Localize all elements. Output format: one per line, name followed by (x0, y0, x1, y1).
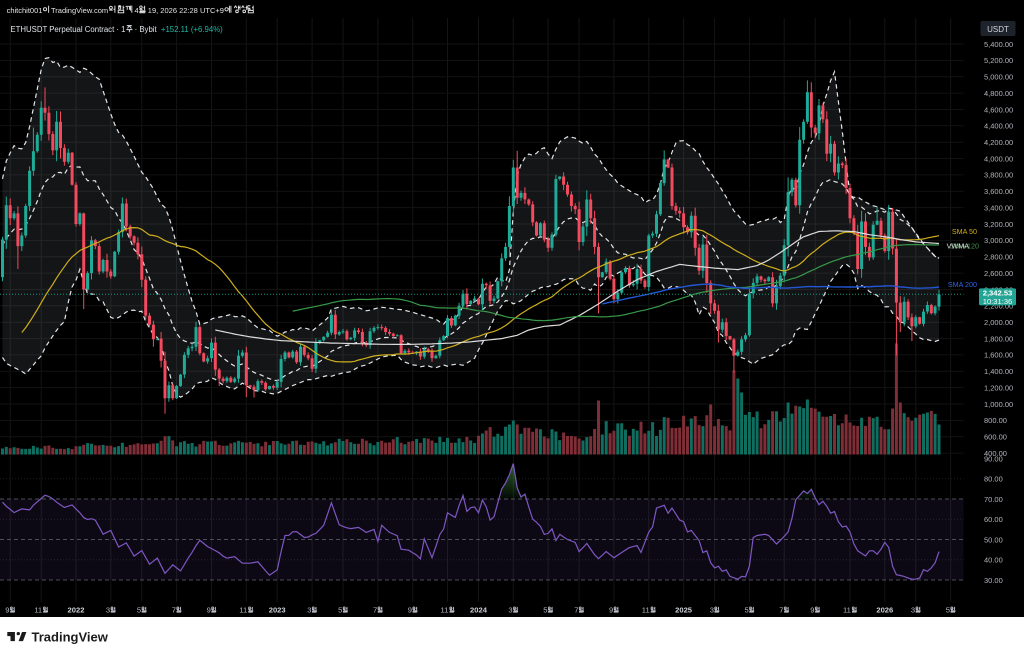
svg-text:7: 7 (172, 605, 176, 614)
svg-text:3: 3 (307, 605, 311, 614)
svg-text:SMA 50: SMA 50 (952, 227, 977, 236)
svg-text:4,400.00: 4,400.00 (984, 122, 1013, 131)
svg-text:2,800.00: 2,800.00 (984, 253, 1013, 262)
svg-text:30.00: 30.00 (984, 576, 1003, 585)
svg-text:9: 9 (609, 605, 613, 614)
svg-text:11: 11 (843, 605, 851, 614)
svg-text:11: 11 (441, 605, 449, 614)
svg-text:4,200.00: 4,200.00 (984, 138, 1013, 147)
svg-text:9: 9 (207, 605, 211, 614)
svg-text:5: 5 (137, 605, 141, 614)
svg-text:5,000.00: 5,000.00 (984, 73, 1013, 82)
svg-text:90.00: 90.00 (984, 454, 1003, 463)
svg-text:2022: 2022 (68, 605, 85, 614)
svg-text:7: 7 (574, 605, 578, 614)
svg-text:80.00: 80.00 (984, 475, 1003, 484)
svg-text:9: 9 (810, 605, 814, 614)
svg-text:2,200.00: 2,200.00 (984, 302, 1013, 311)
svg-text:11: 11 (239, 605, 247, 614)
svg-text:3: 3 (911, 605, 915, 614)
svg-text:40.00: 40.00 (984, 556, 1003, 565)
svg-text:11: 11 (642, 605, 650, 614)
svg-text:5: 5 (338, 605, 342, 614)
svg-text:2026: 2026 (876, 605, 893, 614)
svg-text:SMA 200: SMA 200 (948, 280, 977, 289)
svg-text:3,800.00: 3,800.00 (984, 171, 1013, 180)
svg-text:2,000.00: 2,000.00 (984, 318, 1013, 327)
svg-text:· Bybit: · Bybit (135, 25, 158, 34)
svg-text:5,400.00: 5,400.00 (984, 40, 1013, 49)
svg-text:50.00: 50.00 (984, 535, 1003, 544)
svg-text:9: 9 (408, 605, 412, 614)
svg-text:800.00: 800.00 (984, 416, 1007, 425)
svg-text:1,800.00: 1,800.00 (984, 334, 1013, 343)
svg-text:3,000.00: 3,000.00 (984, 236, 1013, 245)
svg-text:5: 5 (543, 605, 547, 614)
svg-text:USDT: USDT (987, 25, 1009, 34)
svg-text:4,000.00: 4,000.00 (984, 154, 1013, 163)
svg-text:3,200.00: 3,200.00 (984, 220, 1013, 229)
svg-text:VWMA: VWMA (947, 242, 970, 251)
svg-text:2,600.00: 2,600.00 (984, 269, 1013, 278)
svg-text:SMA 120: SMA 120 (950, 242, 979, 251)
svg-text:chitchit001: chitchit001 (7, 6, 43, 15)
svg-text:600.00: 600.00 (984, 433, 1007, 442)
svg-text:1,200.00: 1,200.00 (984, 383, 1013, 392)
svg-text:7: 7 (373, 605, 377, 614)
svg-text:7: 7 (779, 605, 783, 614)
svg-text:4: 4 (135, 6, 139, 15)
svg-text:19, 2026 22:28: 19, 2026 22:28 (148, 6, 198, 15)
svg-text:2,342.53: 2,342.53 (983, 289, 1013, 298)
svg-text:3,600.00: 3,600.00 (984, 187, 1013, 196)
svg-text:2024: 2024 (470, 605, 488, 614)
svg-text:TradingView.com: TradingView.com (51, 6, 108, 15)
svg-text:5,200.00: 5,200.00 (984, 56, 1013, 65)
svg-text:5: 5 (745, 605, 749, 614)
svg-text:3: 3 (710, 605, 714, 614)
svg-text:2023: 2023 (269, 605, 286, 614)
svg-text:3: 3 (508, 605, 512, 614)
svg-text:9: 9 (5, 605, 9, 614)
svg-text:1,400.00: 1,400.00 (984, 367, 1013, 376)
svg-text:+152.11 (+6.94%): +152.11 (+6.94%) (161, 25, 223, 34)
svg-text:3: 3 (106, 605, 110, 614)
svg-text:4,800.00: 4,800.00 (984, 89, 1013, 98)
svg-text:1,600.00: 1,600.00 (984, 351, 1013, 360)
svg-text:5: 5 (946, 605, 950, 614)
svg-text:10:31:36: 10:31:36 (983, 297, 1013, 306)
svg-text:ETHUSDT Perpetual Contract · 1: ETHUSDT Perpetual Contract · 1 (10, 25, 125, 34)
svg-text:400.00: 400.00 (984, 449, 1007, 458)
svg-text:11: 11 (34, 605, 42, 614)
svg-text:60.00: 60.00 (984, 515, 1003, 524)
svg-text:70.00: 70.00 (984, 495, 1003, 504)
svg-text:TradingView: TradingView (32, 629, 109, 644)
svg-text:2025: 2025 (675, 605, 693, 614)
svg-text:UTC+9: UTC+9 (200, 6, 224, 15)
svg-text:1,000.00: 1,000.00 (984, 400, 1013, 409)
svg-text:3,400.00: 3,400.00 (984, 203, 1013, 212)
svg-text:4,600.00: 4,600.00 (984, 105, 1013, 114)
